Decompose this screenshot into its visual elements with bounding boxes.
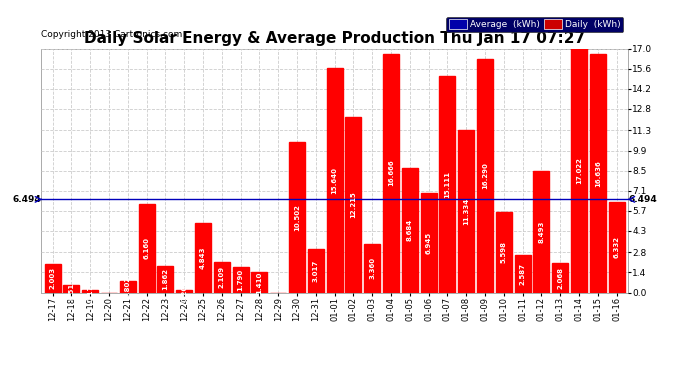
Text: 1.790: 1.790 [237, 268, 244, 291]
Bar [308, 249, 324, 292]
Text: 12.215: 12.215 [351, 192, 357, 218]
Text: 8.493: 8.493 [538, 220, 544, 243]
Bar [402, 168, 418, 292]
Bar [440, 76, 455, 292]
Text: 6.332: 6.332 [613, 236, 620, 258]
Text: 16.666: 16.666 [388, 160, 394, 186]
Bar [289, 142, 305, 292]
Bar [496, 212, 512, 292]
Bar [609, 202, 624, 292]
Bar [383, 54, 399, 292]
Text: 4.843: 4.843 [200, 246, 206, 269]
Text: 1.862: 1.862 [162, 268, 168, 290]
Text: 2.068: 2.068 [558, 267, 563, 289]
Text: 6.494: 6.494 [12, 195, 41, 204]
Bar [82, 290, 98, 292]
Bar [195, 223, 211, 292]
Bar [139, 204, 155, 292]
Legend: Average  (kWh), Daily  (kWh): Average (kWh), Daily (kWh) [446, 17, 623, 32]
Text: 11.334: 11.334 [463, 198, 469, 225]
Bar [571, 48, 587, 292]
Text: 2.109: 2.109 [219, 266, 225, 288]
Bar [346, 117, 362, 292]
Text: 5.598: 5.598 [501, 242, 507, 263]
Text: 2.587: 2.587 [520, 263, 526, 285]
Bar [533, 171, 549, 292]
Bar [233, 267, 248, 292]
Bar [214, 262, 230, 292]
Text: 17.022: 17.022 [576, 157, 582, 184]
Bar [515, 255, 531, 292]
Bar [157, 266, 173, 292]
Title: Daily Solar Energy & Average Production Thu Jan 17 07:27: Daily Solar Energy & Average Production … [84, 31, 585, 46]
Text: 0.171: 0.171 [87, 280, 93, 302]
Text: 8.684: 8.684 [407, 219, 413, 242]
Bar [552, 263, 569, 292]
Bar [458, 130, 474, 292]
Text: 15.111: 15.111 [444, 171, 451, 198]
Text: 16.636: 16.636 [595, 160, 601, 187]
Text: 0.802: 0.802 [125, 276, 131, 298]
Bar [364, 244, 380, 292]
Text: 10.502: 10.502 [294, 204, 300, 231]
Text: 3.360: 3.360 [369, 257, 375, 279]
Bar [176, 290, 193, 292]
Text: 6.494: 6.494 [629, 195, 657, 204]
Bar [477, 59, 493, 292]
Text: 3.017: 3.017 [313, 260, 319, 282]
Bar [251, 272, 268, 292]
Text: 0.204: 0.204 [181, 280, 187, 302]
Bar [120, 281, 136, 292]
Bar [45, 264, 61, 292]
Bar [421, 193, 437, 292]
Text: 0.515: 0.515 [68, 278, 75, 300]
Text: Copyright 2013 Cartronics.com: Copyright 2013 Cartronics.com [41, 30, 183, 39]
Text: 1.410: 1.410 [257, 271, 262, 294]
Bar [326, 68, 343, 292]
Bar [590, 54, 606, 292]
Text: 15.640: 15.640 [332, 167, 337, 194]
Text: 6.160: 6.160 [144, 237, 150, 260]
Text: 2.003: 2.003 [50, 267, 56, 289]
Text: 6.945: 6.945 [426, 232, 432, 254]
Text: 16.290: 16.290 [482, 162, 488, 189]
Bar [63, 285, 79, 292]
